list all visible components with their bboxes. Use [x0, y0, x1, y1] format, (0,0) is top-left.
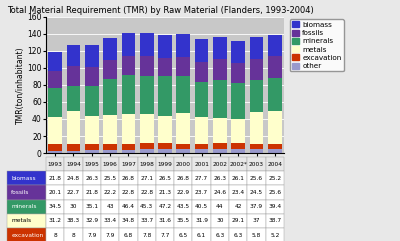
Bar: [66, 151, 80, 153]
Bar: [140, 33, 154, 56]
Bar: [48, 88, 62, 117]
Bar: [268, 34, 282, 56]
Bar: [85, 144, 99, 150]
Bar: [66, 111, 80, 144]
Bar: [195, 149, 208, 153]
Bar: [176, 34, 190, 57]
Bar: [176, 143, 190, 149]
Bar: [250, 112, 264, 144]
Bar: [48, 117, 62, 144]
Bar: [231, 83, 245, 119]
Bar: [195, 39, 208, 62]
Bar: [213, 149, 227, 153]
Bar: [213, 37, 227, 60]
Bar: [231, 143, 245, 149]
Bar: [268, 78, 282, 111]
Bar: [140, 56, 154, 76]
Bar: [231, 149, 245, 153]
Bar: [250, 80, 264, 112]
Bar: [176, 149, 190, 153]
Bar: [213, 80, 227, 118]
Bar: [85, 150, 99, 153]
Bar: [158, 58, 172, 76]
Bar: [195, 144, 208, 149]
Bar: [122, 75, 135, 114]
Bar: [250, 37, 264, 59]
Bar: [103, 38, 117, 60]
Bar: [122, 114, 135, 144]
Bar: [213, 118, 227, 143]
Bar: [48, 71, 62, 88]
Bar: [140, 143, 154, 149]
Bar: [48, 52, 62, 71]
Bar: [231, 119, 245, 143]
Bar: [268, 111, 282, 144]
Bar: [85, 86, 99, 116]
Bar: [268, 144, 282, 149]
Bar: [213, 143, 227, 149]
Bar: [176, 57, 190, 76]
Bar: [85, 67, 99, 86]
Text: Total Material Requirement (TMR) by Raw Material (Flanders, 1993-2004): Total Material Requirement (TMR) by Raw …: [7, 6, 313, 15]
Bar: [176, 76, 190, 113]
Bar: [122, 55, 135, 75]
Bar: [48, 144, 62, 151]
Bar: [122, 144, 135, 150]
Bar: [103, 150, 117, 153]
Bar: [48, 151, 62, 153]
Bar: [195, 82, 208, 117]
Bar: [158, 35, 172, 58]
Bar: [122, 150, 135, 153]
Bar: [231, 41, 245, 63]
Bar: [213, 60, 227, 80]
Bar: [176, 113, 190, 143]
Bar: [103, 79, 117, 115]
Bar: [140, 149, 154, 153]
Bar: [250, 144, 264, 149]
Bar: [195, 117, 208, 144]
Bar: [158, 76, 172, 116]
Bar: [158, 143, 172, 149]
Bar: [103, 144, 117, 150]
Bar: [158, 116, 172, 143]
Bar: [268, 56, 282, 78]
Bar: [103, 60, 117, 79]
Bar: [195, 62, 208, 82]
Bar: [66, 86, 80, 111]
Bar: [250, 149, 264, 153]
Bar: [103, 115, 117, 144]
Bar: [250, 59, 264, 80]
Bar: [66, 45, 80, 66]
Bar: [158, 149, 172, 153]
Bar: [231, 63, 245, 83]
Bar: [122, 33, 135, 55]
Bar: [66, 66, 80, 86]
Bar: [66, 144, 80, 151]
Y-axis label: TMR(ton/inhabitant): TMR(ton/inhabitant): [16, 46, 24, 124]
Legend: biomass, fossils, minerals, metals, excavation, other: biomass, fossils, minerals, metals, exca…: [290, 19, 344, 71]
Bar: [140, 76, 154, 114]
Bar: [85, 45, 99, 67]
Bar: [268, 149, 282, 153]
Bar: [140, 114, 154, 143]
Bar: [85, 116, 99, 144]
